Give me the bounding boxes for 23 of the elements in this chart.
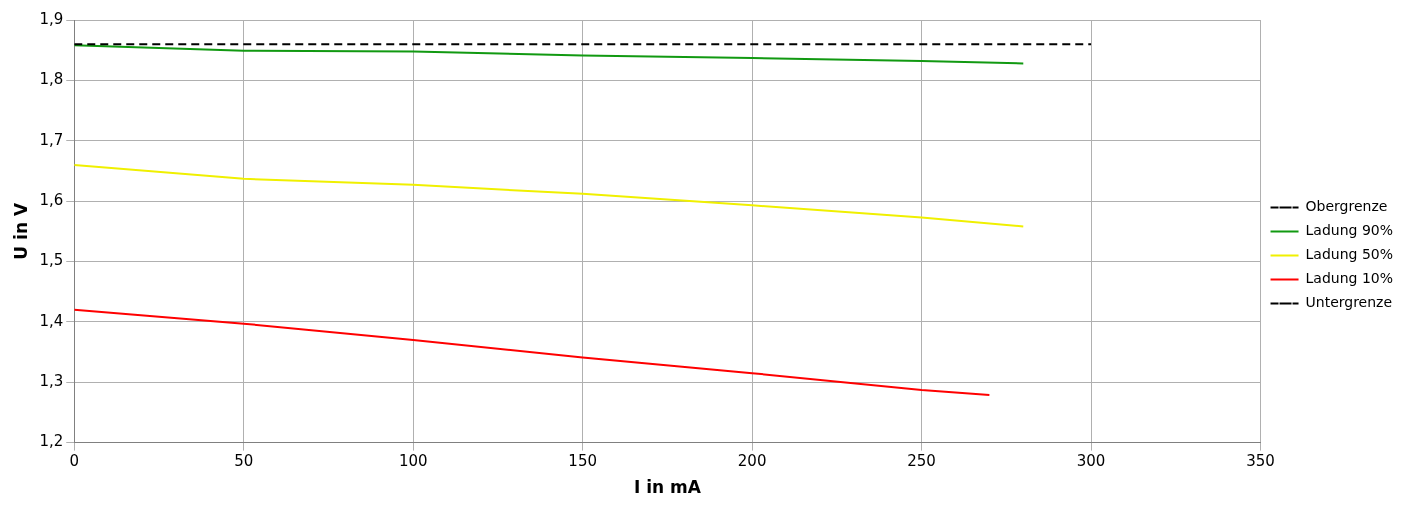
x-tick-label: 0	[69, 452, 80, 471]
x-tick-label: 250	[907, 452, 936, 471]
y-tick-label: 1,6	[39, 191, 64, 209]
x-axis-title: I in mA	[633, 477, 702, 498]
y-tick-label: 1,8	[39, 70, 64, 89]
y-tick-label: 1,5	[39, 251, 64, 270]
x-tick-label: 350	[1246, 452, 1275, 471]
y-tick-label: 1,4	[39, 311, 64, 330]
y-tick-label: 1,2	[39, 432, 64, 451]
legend-label: Ladung 10%	[1305, 270, 1393, 287]
x-tick-label: 300	[1076, 452, 1106, 471]
y-tick-label: 1,7	[39, 130, 64, 149]
y-tick-label: 1,3	[39, 372, 64, 391]
legend-label: Ladung 90%	[1305, 222, 1393, 239]
y-tick-label: 1,9	[39, 9, 64, 28]
x-tick-label: 200	[737, 452, 767, 471]
legend-label: Obergrenze	[1305, 198, 1388, 215]
legend-label: Untergrenze	[1305, 294, 1393, 311]
x-tick-label: 100	[398, 452, 428, 471]
x-tick-label: 50	[234, 452, 254, 471]
y-axis-title: U in V	[10, 202, 31, 260]
legend-label: Ladung 50%	[1305, 246, 1393, 263]
x-tick-label: 150	[568, 452, 597, 471]
